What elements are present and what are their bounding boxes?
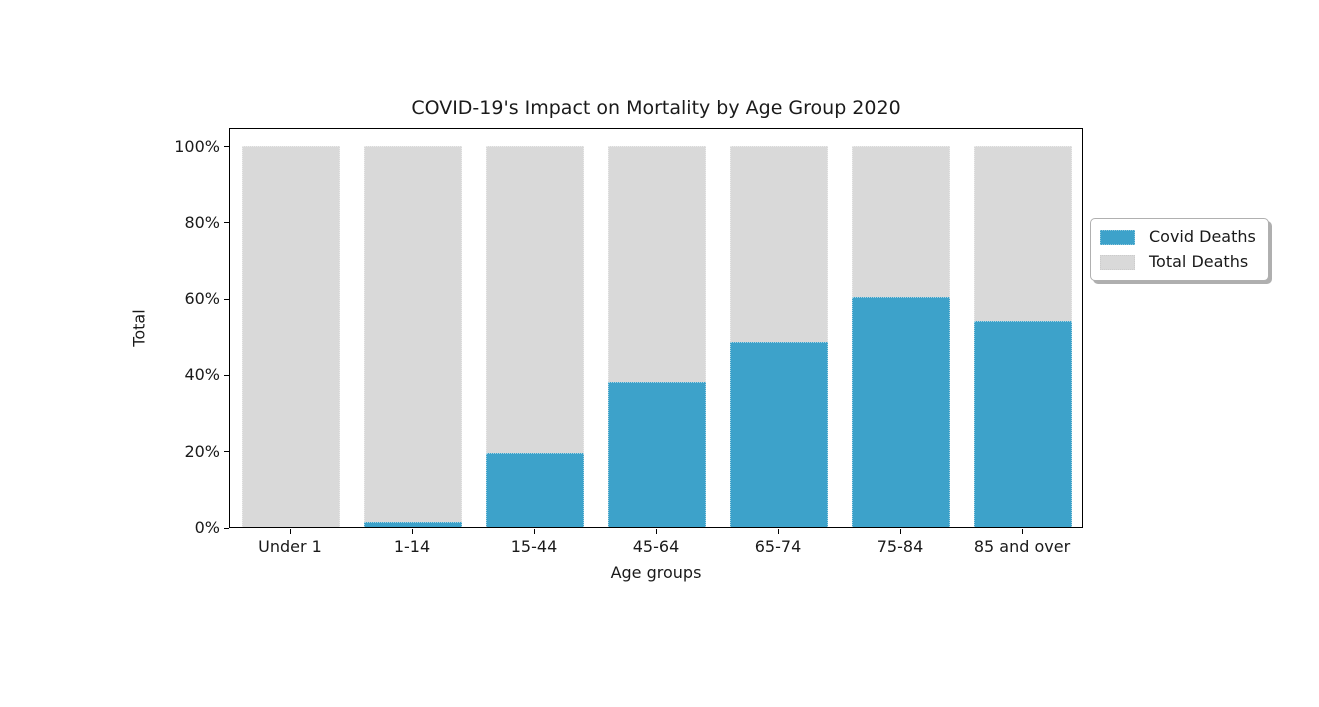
legend-swatch-total-deaths [1100, 254, 1135, 270]
x-tick-mark [411, 529, 413, 534]
y-tick-mark [224, 374, 229, 376]
chart-title: COVID-19's Impact on Mortality by Age Gr… [411, 97, 901, 119]
bar-covid-1-14 [364, 522, 462, 527]
x-tick-label: 45-64 [632, 537, 680, 556]
legend-label: Total Deaths [1149, 252, 1249, 271]
x-tick-mark [1021, 529, 1023, 534]
x-tick-mark [289, 529, 291, 534]
y-tick-label: 0% [194, 518, 220, 537]
y-tick-mark [224, 298, 229, 300]
x-tick-mark [655, 529, 657, 534]
y-tick-label: 40% [184, 365, 220, 385]
legend: Covid Deaths Total Deaths [1090, 218, 1269, 281]
y-tick-mark [224, 527, 229, 529]
bar-covid-15-44 [486, 452, 584, 527]
bar-covid-75-84 [852, 297, 950, 527]
plot-area [229, 128, 1083, 528]
bar-total-1-14 [364, 145, 462, 527]
x-tick-mark [899, 529, 901, 534]
y-tick-label: 80% [184, 212, 220, 232]
legend-swatch-covid-deaths [1100, 229, 1135, 245]
y-axis-label: Total [129, 309, 149, 347]
x-tick-mark [777, 529, 779, 534]
bar-covid-45-64 [608, 382, 706, 527]
bar-total-under-1 [242, 145, 340, 527]
legend-entry: Total Deaths [1100, 253, 1256, 271]
legend-entry: Covid Deaths [1100, 228, 1256, 246]
x-tick-label: 85 and over [973, 537, 1071, 556]
bar-covid-85-and-over [974, 321, 1072, 527]
x-tick-label: 65-74 [754, 537, 802, 556]
legend-label: Covid Deaths [1149, 227, 1256, 246]
y-tick-label: 100% [174, 136, 220, 156]
x-tick-label: 1-14 [393, 537, 431, 556]
y-tick-mark [224, 222, 229, 224]
y-tick-label: 20% [184, 441, 220, 461]
x-tick-label: 15-44 [510, 537, 558, 556]
bar-covid-65-74 [730, 341, 828, 527]
x-axis-label: Age groups [610, 563, 702, 582]
x-tick-label: 75-84 [876, 537, 924, 556]
y-tick-mark [224, 146, 229, 147]
y-tick-label: 60% [184, 289, 220, 309]
y-tick-mark [224, 451, 229, 453]
x-tick-label: Under 1 [258, 537, 322, 556]
x-tick-mark [533, 529, 535, 534]
